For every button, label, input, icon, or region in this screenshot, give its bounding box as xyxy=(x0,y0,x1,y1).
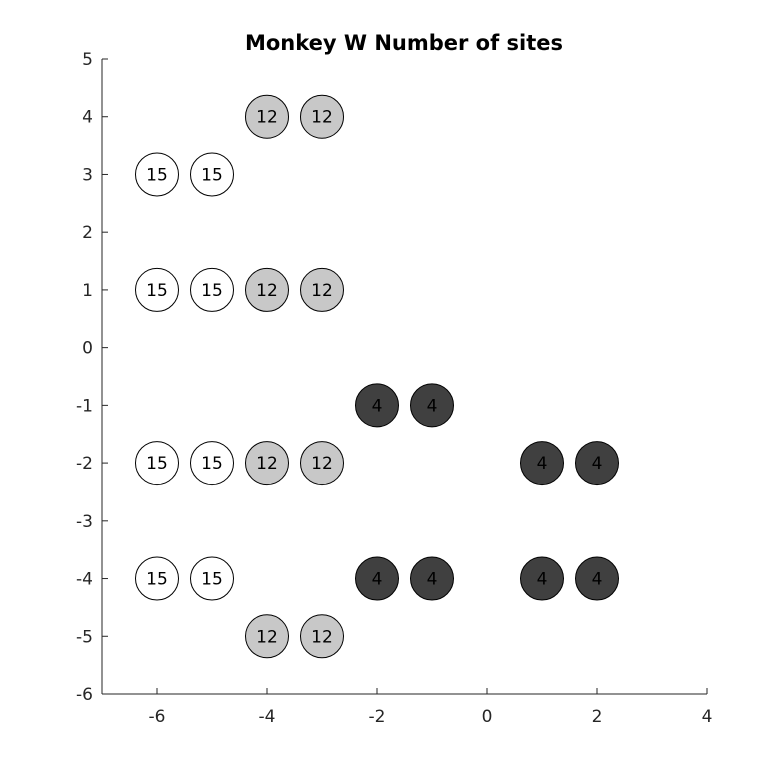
data-point-label: 12 xyxy=(311,108,333,128)
data-point-circle xyxy=(135,556,179,601)
data-point-label: 12 xyxy=(256,281,278,301)
data-point-label: 15 xyxy=(201,454,223,474)
data-point-circle xyxy=(520,441,564,486)
data-point-label: 15 xyxy=(201,281,223,301)
data-point-label: 4 xyxy=(592,570,603,590)
y-tick-label: -1 xyxy=(76,396,93,416)
data-point: 12 xyxy=(300,267,344,312)
x-tick-label: -4 xyxy=(259,707,276,727)
x-tick-label: -6 xyxy=(149,707,166,727)
data-point-circle xyxy=(135,152,179,197)
data-point-label: 15 xyxy=(146,165,168,185)
data-point-circle xyxy=(300,441,344,486)
data-point-circle xyxy=(300,94,344,139)
data-point-circle xyxy=(410,556,454,601)
data-point: 15 xyxy=(135,556,179,601)
data-point-label: 4 xyxy=(537,454,548,474)
y-tick-label: -2 xyxy=(76,454,93,474)
data-point-label: 4 xyxy=(427,396,438,416)
data-point-circle xyxy=(135,441,179,486)
data-point: 4 xyxy=(520,556,564,601)
x-tick-label: 4 xyxy=(702,707,713,727)
data-point-label: 12 xyxy=(311,281,333,301)
data-point-label: 4 xyxy=(427,570,438,590)
data-point: 4 xyxy=(520,441,564,486)
data-point: 4 xyxy=(410,556,454,601)
y-tick-label: -5 xyxy=(76,627,93,647)
data-point-circle xyxy=(190,267,234,312)
data-point-circle xyxy=(245,94,289,139)
data-point-label: 12 xyxy=(256,454,278,474)
data-point-label: 12 xyxy=(256,627,278,647)
data-point-label: 15 xyxy=(146,570,168,590)
y-tick-label: 3 xyxy=(82,165,93,185)
data-point-label: 15 xyxy=(146,454,168,474)
x-tick-label: -2 xyxy=(369,707,386,727)
x-tick-label: 2 xyxy=(592,707,603,727)
data-point-label: 12 xyxy=(311,454,333,474)
data-point-label: 12 xyxy=(256,108,278,128)
data-point-label: 4 xyxy=(372,570,383,590)
data-point-label: 4 xyxy=(372,396,383,416)
data-point-label: 15 xyxy=(201,570,223,590)
data-point-circle xyxy=(300,267,344,312)
data-point-label: 4 xyxy=(592,454,603,474)
data-point-label: 15 xyxy=(201,165,223,185)
data-point-circle xyxy=(300,614,344,659)
data-point: 15 xyxy=(135,267,179,312)
y-tick-label: -6 xyxy=(76,685,93,705)
data-point: 4 xyxy=(575,441,619,486)
data-point: 12 xyxy=(245,441,289,486)
y-tick-label: 2 xyxy=(82,223,93,243)
data-point: 4 xyxy=(355,556,399,601)
y-tick-label: 4 xyxy=(82,108,93,128)
data-point: 12 xyxy=(300,441,344,486)
data-point-circle xyxy=(520,556,564,601)
data-point: 15 xyxy=(190,556,234,601)
y-tick-label: -3 xyxy=(76,512,93,532)
data-point-circle xyxy=(190,556,234,601)
data-point-circle xyxy=(355,556,399,601)
data-points: 15 15 15 15 15 15 15 15 12 12 12 12 12 12 12 12 4 4 4 4 4 4 4 4 xyxy=(135,94,619,659)
data-point: 12 xyxy=(300,614,344,659)
data-point-circle xyxy=(135,267,179,312)
chart-title: Monkey W Number of sites xyxy=(245,31,563,55)
data-point-circle xyxy=(575,556,619,601)
data-point: 15 xyxy=(190,267,234,312)
data-point-label: 15 xyxy=(146,281,168,301)
y-tick-label: 5 xyxy=(82,50,93,70)
data-point-label: 12 xyxy=(311,627,333,647)
data-point-label: 4 xyxy=(537,570,548,590)
data-point: 12 xyxy=(245,614,289,659)
data-point: 12 xyxy=(300,94,344,139)
y-tick-label: 0 xyxy=(82,339,93,359)
data-point-circle xyxy=(190,152,234,197)
x-tick-label: 0 xyxy=(482,707,493,727)
y-tick-label: 1 xyxy=(82,281,93,301)
data-point: 12 xyxy=(245,94,289,139)
data-point-circle xyxy=(410,383,454,428)
data-point-circle xyxy=(245,441,289,486)
data-point: 12 xyxy=(245,267,289,312)
data-point-circle xyxy=(355,383,399,428)
data-point-circle xyxy=(190,441,234,486)
data-point: 15 xyxy=(135,441,179,486)
data-point: 15 xyxy=(135,152,179,197)
y-tick-label: -4 xyxy=(76,570,93,590)
data-point: 15 xyxy=(190,152,234,197)
data-point-circle xyxy=(245,267,289,312)
data-point-circle xyxy=(575,441,619,486)
data-point: 4 xyxy=(410,383,454,428)
data-point: 4 xyxy=(355,383,399,428)
data-point: 15 xyxy=(190,441,234,486)
data-point-circle xyxy=(245,614,289,659)
data-point: 4 xyxy=(575,556,619,601)
